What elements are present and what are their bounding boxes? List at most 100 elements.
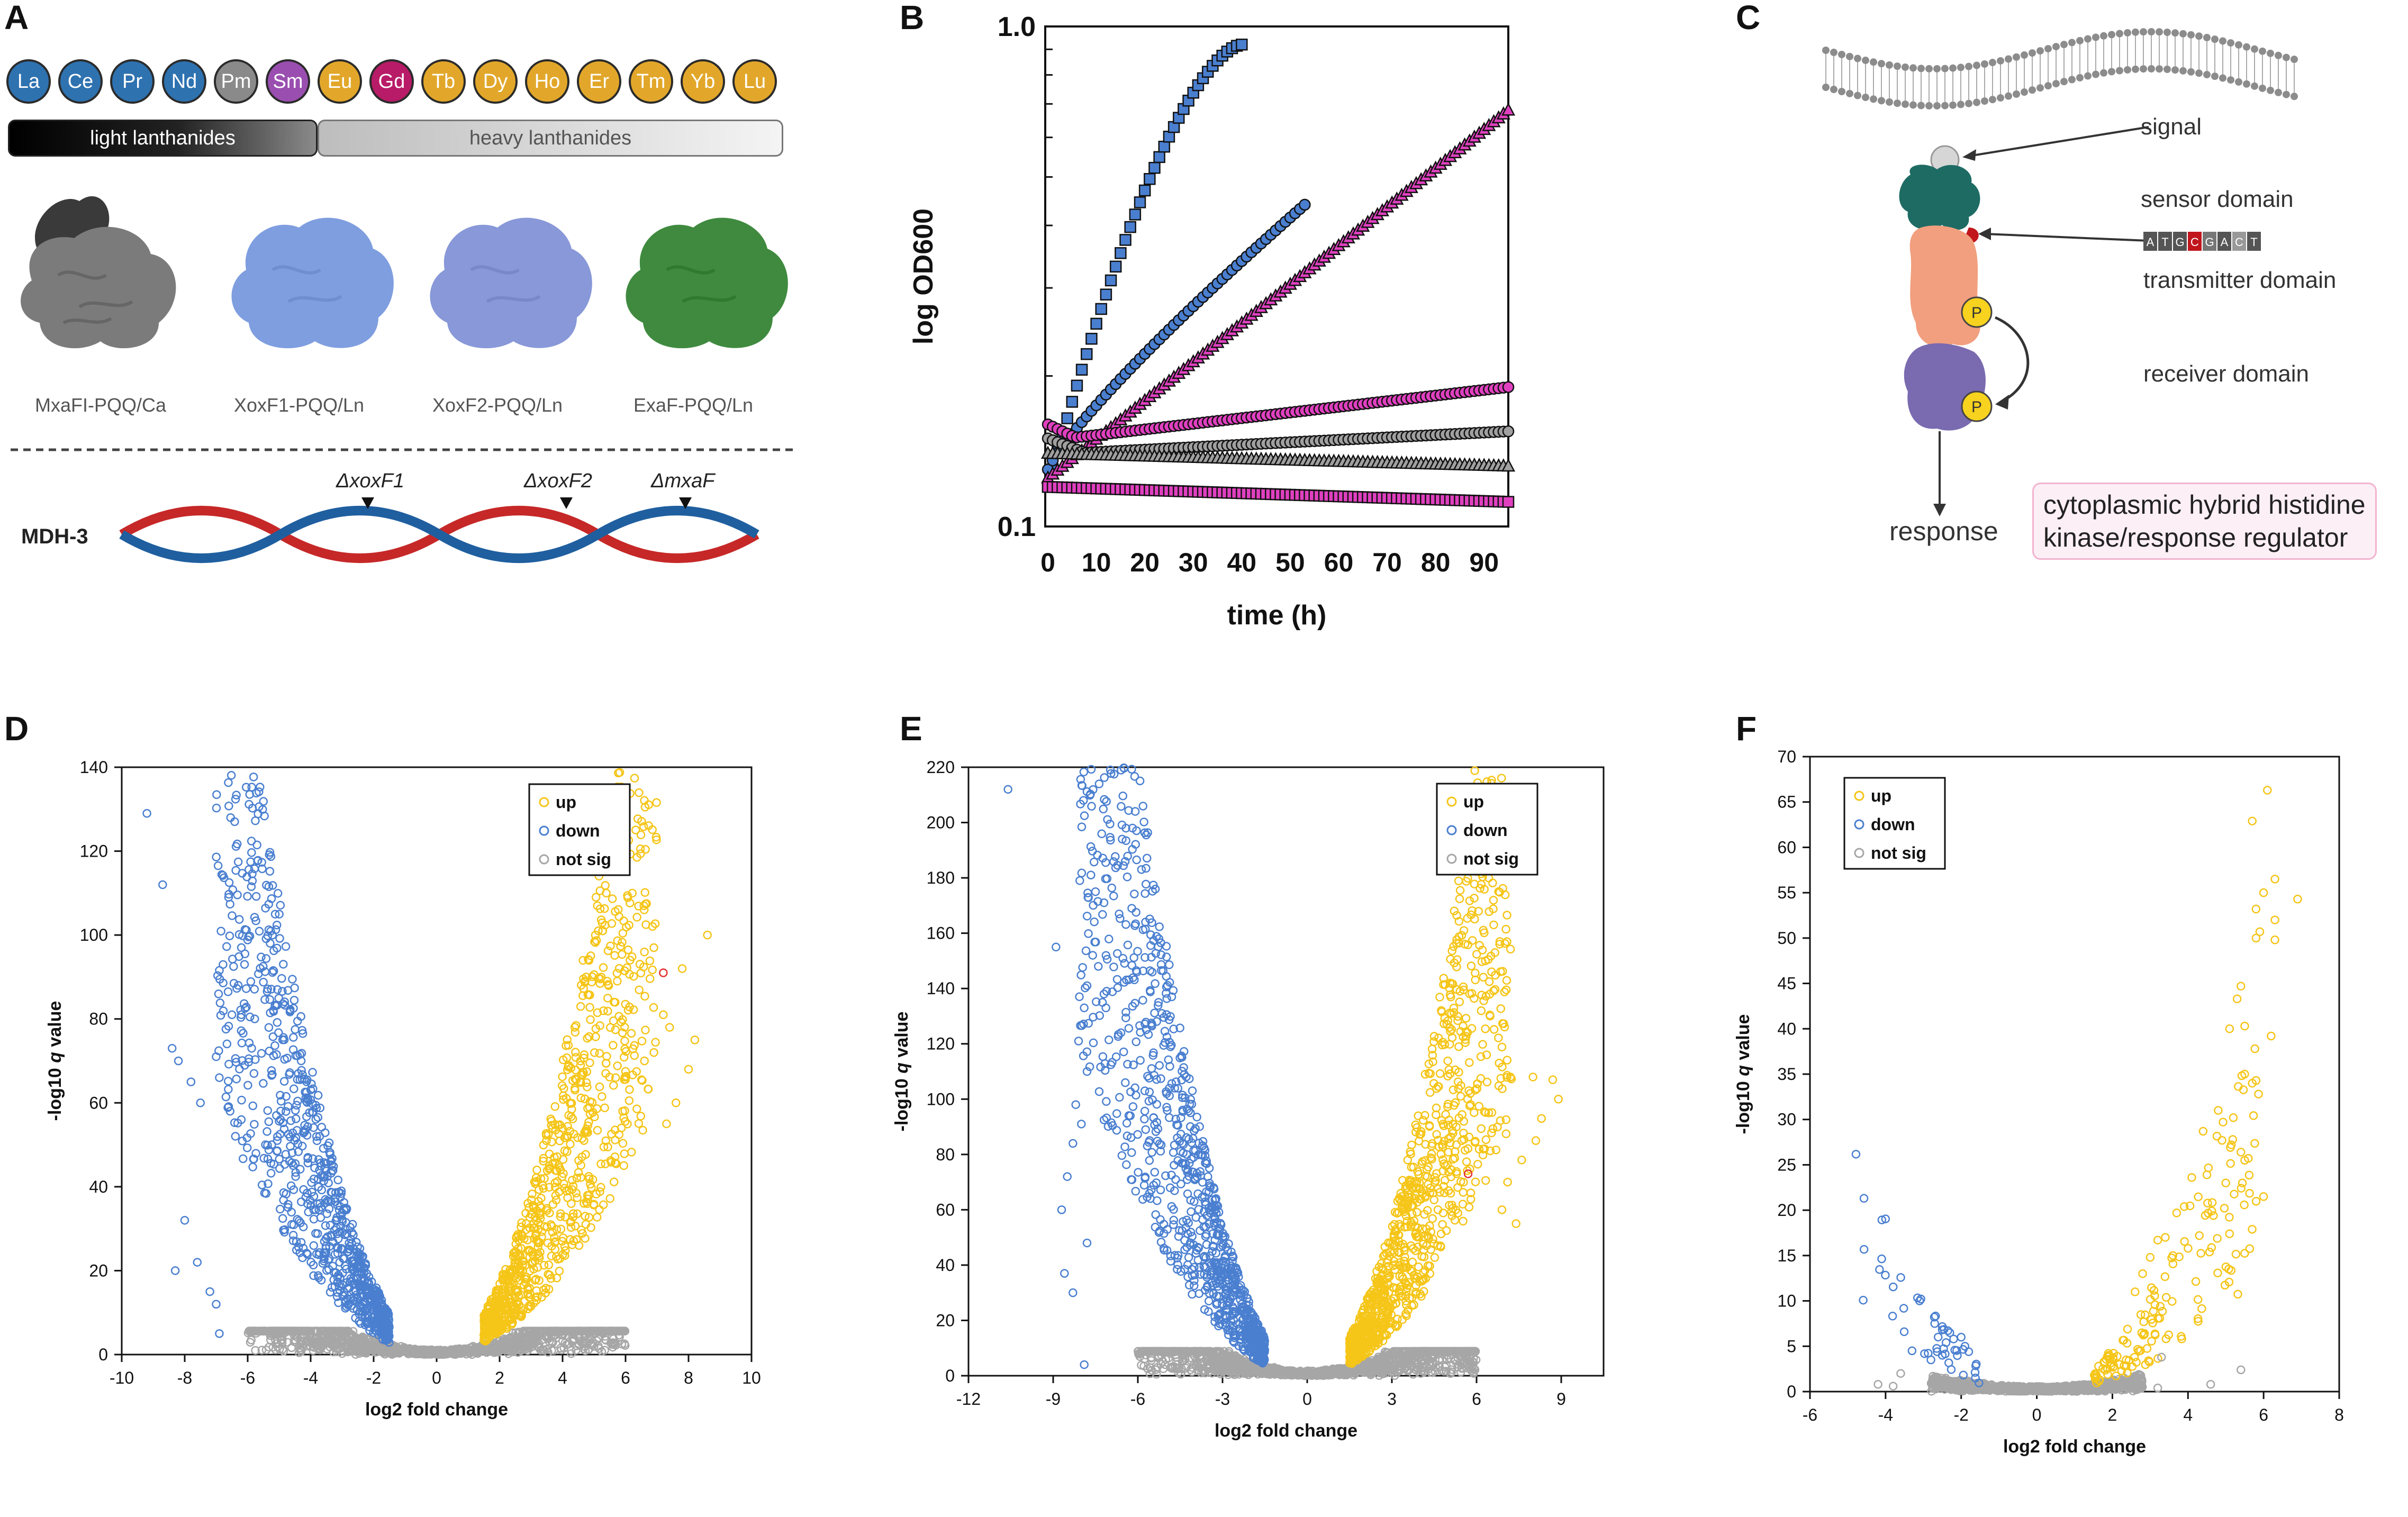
point-down — [293, 1096, 302, 1106]
point-up — [652, 835, 661, 844]
point-down — [289, 996, 299, 1005]
point-down — [216, 1011, 225, 1020]
y-tick-label: 140 — [927, 979, 955, 998]
lipid-head-icon — [1949, 64, 1957, 72]
transmitter-arrow-icon — [1984, 233, 2149, 242]
point-down — [265, 848, 275, 857]
point-not-sig — [589, 1339, 598, 1348]
legend-label: down — [556, 821, 600, 840]
point-down — [279, 1077, 289, 1086]
lipid-head-icon — [2124, 66, 2131, 74]
x-tick-label: 6 — [1472, 1389, 1481, 1409]
point-down — [309, 1123, 318, 1132]
legend-marker — [539, 825, 549, 836]
point-down — [346, 1223, 355, 1232]
lipid-head-icon — [2235, 78, 2242, 86]
point-down — [288, 1045, 298, 1054]
point-up — [556, 1224, 566, 1234]
data-point — [1299, 198, 1311, 211]
data-point — [1129, 208, 1142, 221]
lipid-head-icon — [2044, 45, 2052, 53]
point-up — [568, 1182, 578, 1191]
point-down — [282, 1092, 291, 1101]
point-not-sig — [289, 1327, 298, 1336]
point-down — [266, 1159, 276, 1168]
point-down — [224, 1059, 233, 1069]
x-tick-label: 3 — [1387, 1389, 1397, 1409]
point-not-sig — [341, 1327, 350, 1336]
lipid-head-icon — [2211, 72, 2219, 80]
point-up — [591, 1032, 600, 1041]
point-not-sig — [519, 1327, 528, 1336]
point-not-sig — [535, 1343, 544, 1353]
data-point — [1502, 425, 1515, 438]
point-up — [621, 1075, 630, 1084]
point-down — [298, 1222, 308, 1232]
point-down — [363, 1305, 372, 1314]
dna-base-icon — [2143, 232, 2157, 251]
point-down — [295, 1075, 304, 1084]
data-point — [1105, 274, 1117, 287]
point-down — [313, 1113, 323, 1122]
point-down — [313, 1229, 322, 1238]
hybrid-kinase-box: cytoplasmic hybrid histidine kinase/resp… — [2032, 483, 2377, 560]
point-down — [193, 1258, 202, 1267]
point-down — [381, 1320, 390, 1329]
enzyme-structures — [21, 196, 788, 349]
point-down — [269, 966, 278, 976]
panel-letter-e: E — [900, 710, 922, 748]
lipid-head-icon — [2084, 72, 2092, 80]
point-up — [613, 936, 622, 946]
point-up — [603, 946, 613, 956]
data-point — [1144, 173, 1156, 185]
point-not-sig — [257, 1346, 266, 1355]
point-down — [370, 1289, 379, 1299]
point-down — [273, 1147, 282, 1156]
point-down — [309, 1205, 318, 1214]
point-down — [309, 1271, 318, 1280]
point-up — [640, 888, 650, 897]
point-down — [249, 1069, 259, 1078]
point-down — [248, 1101, 258, 1111]
point-not-sig — [554, 1327, 563, 1336]
point-up — [582, 1197, 591, 1207]
lipid-head-icon — [1989, 59, 1996, 67]
point-up — [628, 888, 637, 898]
point-up — [641, 845, 650, 854]
point-down — [276, 1204, 285, 1214]
point-up — [665, 1023, 674, 1032]
point-down — [358, 1291, 368, 1301]
point-up — [531, 1293, 540, 1302]
point-up — [603, 977, 612, 986]
dna-base-label: C — [2235, 235, 2243, 249]
point-down — [268, 968, 277, 977]
point-up — [533, 1242, 542, 1252]
point-up — [684, 1065, 693, 1074]
point-not-sig — [1469, 1364, 1479, 1373]
point-down — [291, 1159, 300, 1168]
lipid-head-icon — [2291, 56, 2298, 63]
point-down — [232, 839, 242, 849]
lipid-head-icon — [1981, 97, 1988, 105]
point-down — [302, 1112, 311, 1121]
point-up — [498, 1315, 508, 1325]
point-up — [640, 1056, 649, 1066]
x-tick-label: -2 — [366, 1368, 381, 1387]
data-point — [1071, 379, 1083, 392]
point-up — [568, 1176, 577, 1185]
point-down — [243, 1080, 252, 1090]
data-points — [1003, 763, 1563, 1380]
point-up — [505, 1282, 514, 1291]
point-down — [321, 1249, 330, 1258]
point-up — [528, 1189, 537, 1198]
lipid-head-icon — [1862, 94, 1869, 102]
point-up — [576, 1173, 585, 1182]
point-down — [233, 1119, 242, 1128]
point-down — [224, 1022, 233, 1031]
point-up — [677, 964, 687, 973]
point-down — [247, 848, 256, 857]
lipid-head-icon — [2092, 33, 2099, 41]
point-down — [293, 1016, 302, 1026]
lipid-head-icon — [2203, 71, 2211, 79]
point-up — [594, 926, 603, 935]
